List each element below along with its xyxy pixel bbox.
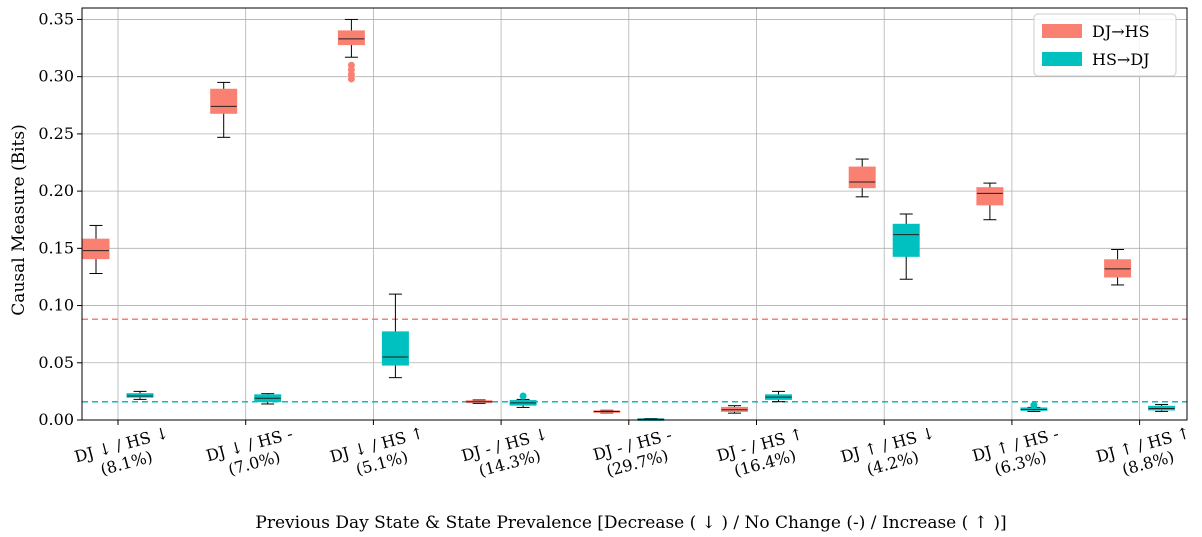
- threshold-lines: [82, 318, 1187, 403]
- y-axis-label: Causal Measure (Bits): [9, 124, 29, 315]
- category-label: DJ - / HS ↓(14.3%): [459, 424, 550, 480]
- legend-swatch: [1042, 52, 1082, 66]
- y-axis-ticks: 0.00 0.05 0.10 0.15 0.20 0.25 0.30 0.35: [38, 9, 82, 429]
- box-body: [126, 393, 154, 398]
- category-label: DJ - / HS ↑(16.4%): [715, 424, 806, 480]
- y-tick-label: 0.05: [38, 353, 74, 372]
- plot-frame: [81, 7, 1188, 421]
- box: [1104, 248, 1132, 286]
- box: [254, 393, 282, 405]
- box: [1020, 401, 1048, 412]
- box: [848, 158, 876, 198]
- category-label: DJ ↑ / HS -(6.3%): [970, 424, 1061, 479]
- box: [210, 81, 238, 138]
- grid-lines: [82, 8, 1187, 421]
- y-tick-label: 0.20: [38, 181, 74, 200]
- category-label: DJ - / HS -(29.7%): [591, 425, 674, 480]
- box-body: [976, 187, 1004, 206]
- box: [1148, 404, 1176, 412]
- category-label: DJ ↓ / HS -(7.0%): [204, 424, 295, 479]
- box-body: [381, 331, 409, 366]
- box: [892, 213, 920, 280]
- legend-label: DJ→HS: [1092, 22, 1150, 41]
- box: [509, 392, 537, 408]
- outlier-point: [519, 392, 527, 400]
- y-tick-label: 0.15: [38, 238, 74, 257]
- box: [381, 293, 409, 379]
- y-tick-label: 0.00: [38, 410, 74, 429]
- box: [126, 390, 154, 400]
- x-axis-ticks: DJ ↓ / HS ↓(8.1%) DJ ↓ / HS -(7.0%) DJ ↓ /…: [72, 420, 1192, 480]
- box: [765, 390, 792, 403]
- category-label: DJ ↑ / HS ↑(8.8%): [1094, 423, 1192, 479]
- y-tick-label: 0.10: [38, 296, 74, 315]
- box-plots: [82, 18, 1176, 421]
- box: [82, 224, 110, 275]
- box-body: [892, 223, 920, 257]
- box-body: [82, 238, 110, 260]
- y-tick-label: 0.30: [38, 67, 74, 86]
- box-body: [337, 30, 365, 46]
- x-axis-label: Previous Day State & State Prevalence [D…: [255, 513, 1006, 533]
- box-body: [1104, 259, 1132, 278]
- legend-label: HS→DJ: [1092, 50, 1150, 69]
- outlier-point: [1030, 401, 1038, 409]
- box-body: [210, 88, 238, 114]
- box: [465, 399, 493, 404]
- box-body: [848, 166, 876, 189]
- outlier-point: [347, 61, 355, 69]
- category-label: DJ ↓ / HS ↓(8.1%): [72, 423, 170, 479]
- category-label: DJ ↓ / HS ↑(5.1%): [328, 423, 426, 479]
- y-tick-label: 0.35: [38, 9, 74, 28]
- box: [593, 409, 621, 414]
- y-tick-label: 0.25: [38, 124, 74, 143]
- legend: DJ→HS HS→DJ: [1033, 13, 1177, 77]
- box: [337, 18, 365, 83]
- category-label: DJ ↑ / HS ↓(4.2%): [839, 423, 937, 479]
- box: [976, 182, 1004, 221]
- legend-swatch: [1042, 24, 1082, 38]
- box: [721, 405, 748, 414]
